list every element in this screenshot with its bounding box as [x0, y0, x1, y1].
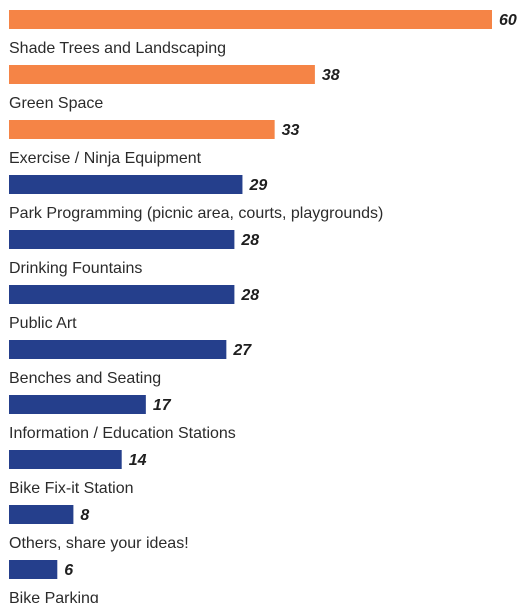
bar: [9, 285, 235, 304]
bar-row: 29 Park Programming (picnic area, courts,…: [9, 175, 383, 222]
bar: [9, 175, 243, 194]
bar: [9, 340, 227, 359]
bar-row: 6 Bike Parking: [9, 560, 99, 603]
bar: [9, 560, 58, 579]
category-label: Bike Fix-it Station: [9, 480, 133, 497]
bar-value-label: 38: [322, 67, 340, 84]
bar-value-label: 33: [282, 122, 300, 139]
bar: [9, 505, 74, 524]
bar: [9, 120, 275, 139]
bar: [9, 395, 146, 414]
bar-row: 14 Bike Fix-it Station: [9, 450, 147, 497]
category-label: Benches and Seating: [9, 370, 161, 387]
category-label: Park Programming (picnic area, courts, p…: [9, 205, 383, 222]
bars-layer: 60 Shade Trees and Landscaping 38 Green Spa…: [9, 10, 517, 603]
bar-row: 28 Drinking Fountains: [9, 230, 259, 277]
bar: [9, 230, 235, 249]
category-label: Shade Trees and Landscaping: [9, 40, 226, 57]
bar-value-label: 29: [248, 177, 267, 194]
category-label: Exercise / Ninja Equipment: [9, 150, 202, 167]
bar: [9, 10, 492, 29]
bar: [9, 450, 122, 469]
bar-row: 27 Benches and Seating: [9, 340, 252, 387]
bar-row: 33 Exercise / Ninja Equipment: [9, 120, 300, 167]
bar-row: 28 Public Art: [9, 285, 259, 332]
category-label: Public Art: [9, 315, 77, 332]
bar-value-label: 6: [64, 562, 73, 579]
bar-value-label: 28: [240, 232, 259, 249]
category-label: Information / Education Stations: [9, 425, 236, 442]
bar-value-label: 14: [129, 452, 147, 469]
bar-row: 8 Others, share your ideas!: [9, 505, 189, 552]
category-label: Bike Parking: [9, 590, 99, 603]
bar-value-label: 27: [232, 342, 252, 359]
bar: [9, 65, 315, 84]
bar-row: 17 Information / Education Stations: [9, 395, 236, 442]
bar-value-label: 8: [80, 507, 89, 524]
bar-value-label: 17: [153, 397, 172, 414]
category-label: Drinking Fountains: [9, 260, 142, 277]
bar-value-label: 60: [499, 12, 517, 29]
bar-row: 60 Shade Trees and Landscaping: [9, 10, 517, 57]
bar-row: 38 Green Space: [9, 65, 340, 112]
category-label: Others, share your ideas!: [9, 535, 189, 552]
category-label: Green Space: [9, 95, 103, 112]
bar-value-label: 28: [240, 287, 259, 304]
